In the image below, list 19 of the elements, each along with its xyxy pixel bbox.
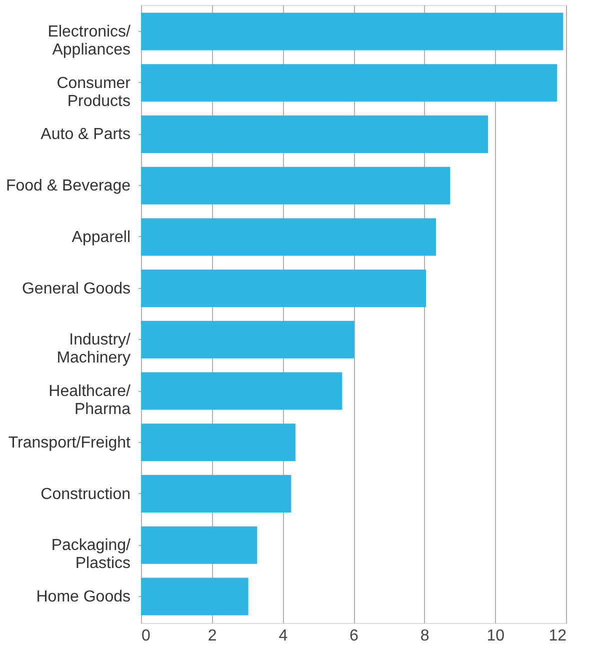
- y-tick-label: Auto & Parts: [40, 126, 130, 144]
- y-tick-label: Industry/ Machinery: [56, 332, 132, 367]
- y-tick-label: Home Goods: [36, 588, 130, 606]
- x-tick-label: 2: [208, 628, 217, 644]
- y-tick-label: Construction: [40, 486, 130, 503]
- y-tick-label: Electronics/ Appliances: [48, 23, 132, 58]
- y-tick-label: Food & Beverage: [6, 178, 131, 195]
- y-tick-label: Packaging/ Plastics: [51, 537, 132, 572]
- x-tick-label: 8: [420, 628, 430, 644]
- y-tick-label: Transport/Freight: [8, 434, 132, 452]
- x-tick-label: 0: [142, 628, 150, 644]
- x-tick-label: 12: [548, 628, 567, 644]
- y-tick-label: Apparell: [72, 228, 130, 246]
- y-tick-label: Consumer Products: [56, 74, 132, 110]
- x-tick-label: 6: [350, 628, 359, 644]
- y-tick-label: Healthcare/ Pharma: [48, 383, 132, 418]
- x-tick-label: 10: [486, 628, 505, 644]
- x-tick-label: 4: [278, 628, 288, 644]
- y-tick-label: General Goods: [22, 280, 130, 298]
